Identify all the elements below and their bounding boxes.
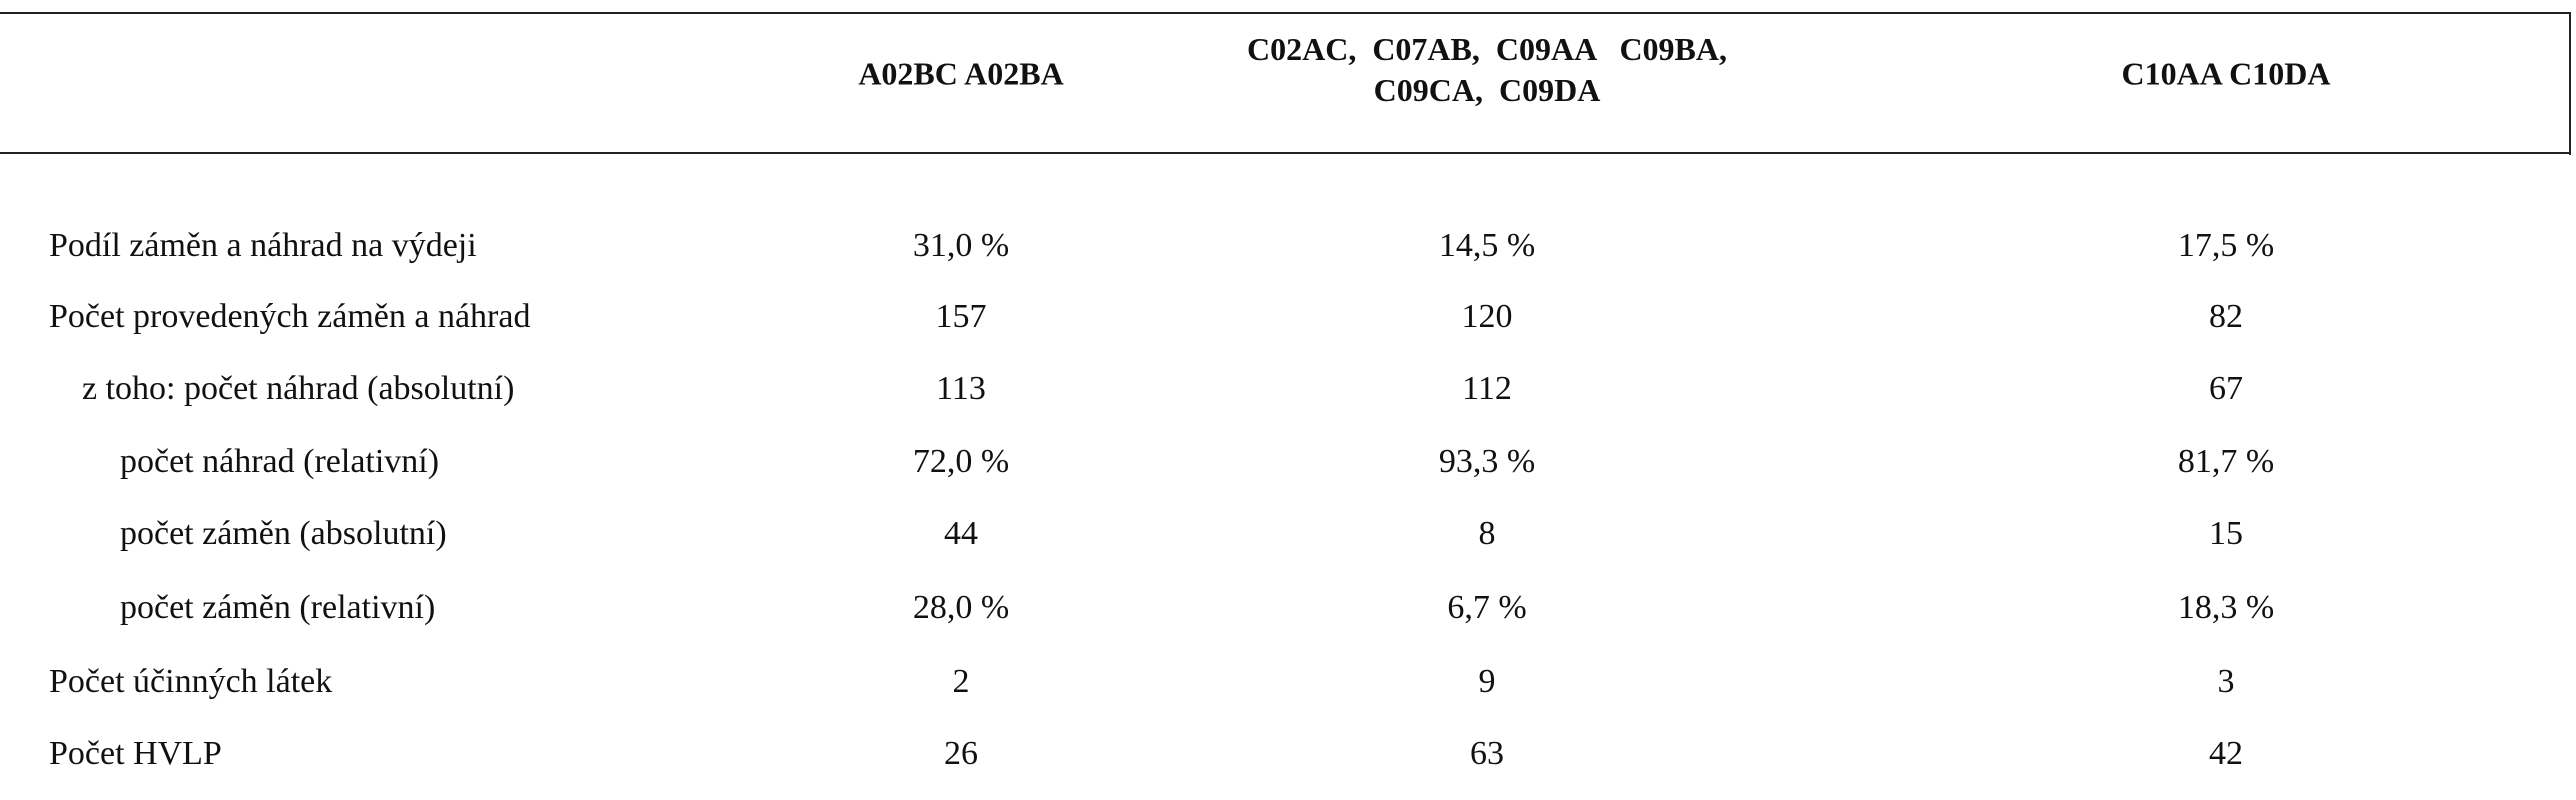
right-rule — [2569, 13, 2571, 155]
table-cell: 6,7 % — [1447, 589, 1527, 626]
column-header: C02AC, C07AB, C09AA C09BA, C09CA, C09DA — [1246, 31, 1728, 108]
header-rule — [0, 152, 2571, 154]
table-cell: 31,0 % — [912, 227, 1010, 264]
row-label: Počet HVLP — [49, 735, 222, 772]
table-cell: 72,0 % — [912, 443, 1010, 480]
table-cell: 15 — [2209, 515, 2243, 552]
top-rule — [0, 12, 2571, 14]
table-cell: 93,3 % — [1438, 443, 1536, 480]
row-label: Počet účinných látek — [49, 663, 333, 700]
table-cell: 42 — [2209, 735, 2243, 772]
table-cell: 3 — [2217, 663, 2235, 700]
table-cell: 14,5 % — [1438, 227, 1536, 264]
table-cell: 120 — [1461, 298, 1513, 335]
row-label: Podíl záměn a náhrad na výdeji — [49, 227, 477, 264]
table-cell: 9 — [1478, 663, 1496, 700]
table-cell: 112 — [1462, 370, 1512, 407]
row-label: počet záměn (relativní) — [120, 589, 436, 626]
row-label: Počet provedených záměn a náhrad — [49, 298, 531, 335]
column-header: A02BC A02BA — [858, 55, 1064, 92]
table-cell: 44 — [944, 515, 978, 552]
table-cell: 8 — [1478, 515, 1496, 552]
column-header: C10AA C10DA — [2121, 55, 2331, 92]
table-cell: 18,3 % — [2177, 589, 2275, 626]
table-cell: 28,0 % — [912, 589, 1010, 626]
table-cell: 26 — [944, 735, 978, 772]
table-cell: 81,7 % — [2177, 443, 2275, 480]
table-cell: 67 — [2209, 370, 2243, 407]
table-cell: 113 — [936, 370, 986, 407]
table-cell: 63 — [1470, 735, 1504, 772]
table-cell: 17,5 % — [2177, 227, 2275, 264]
row-label: počet náhrad (relativní) — [120, 443, 440, 480]
row-label: počet záměn (absolutní) — [120, 515, 447, 552]
table-cell: 82 — [2209, 298, 2243, 335]
row-label: z toho: počet náhrad (absolutní) — [82, 370, 515, 407]
table-cell: 157 — [935, 298, 987, 335]
table-cell: 2 — [952, 663, 970, 700]
